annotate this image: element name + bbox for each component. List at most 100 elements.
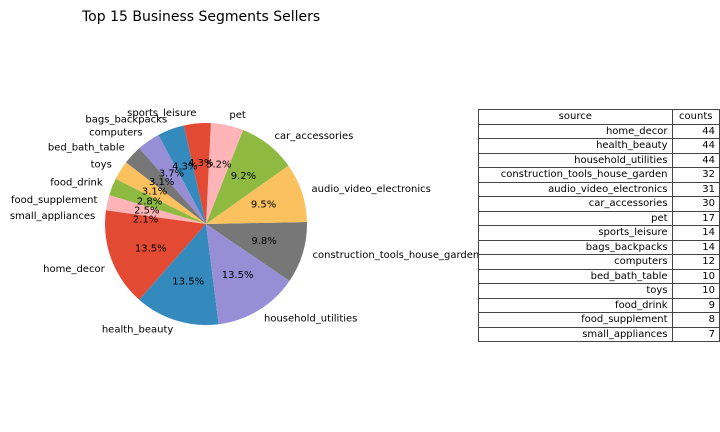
pie-percent-label: 9.5% — [251, 200, 276, 211]
pie-percent-label: 2.1% — [133, 214, 158, 225]
table-row: toys 10 — [478, 283, 720, 299]
pie-slice-construction-tools-house-garden — [206, 222, 307, 281]
table-row: sports_leisure 14 — [478, 225, 720, 241]
pie-slice-pet — [206, 123, 244, 224]
pie-category-label: food_supplement — [11, 195, 98, 206]
pie-percent-label: 13.5% — [172, 276, 204, 287]
table-cell-counts: 14 — [671, 239, 720, 255]
table-row: home_decor 44 — [478, 123, 720, 139]
pie-percent-label: 2.8% — [137, 196, 162, 207]
table-cell-counts: 31 — [671, 181, 720, 197]
pie-percent-label: 4.3% — [172, 162, 197, 173]
pie-percent-label: 4.3% — [188, 158, 213, 169]
table-cell-counts: 44 — [671, 138, 720, 154]
table-row: computers 12 — [478, 254, 720, 270]
table-cell-counts: 10 — [671, 268, 720, 284]
table-cell-source: sports_leisure — [478, 225, 673, 241]
pie-percent-label: 5.2% — [206, 159, 231, 170]
table-cell-source: food_drink — [478, 297, 673, 313]
pie-percent-label: 9.8% — [251, 236, 276, 247]
pie-slice-bed-bath-table — [125, 148, 206, 224]
pie-slice-sports-leisure — [183, 123, 211, 224]
pie-category-label: bags_backpacks — [85, 114, 167, 125]
table-cell-counts: 44 — [671, 152, 720, 168]
table-row: pet 17 — [478, 210, 720, 226]
pie-category-label: toys — [91, 160, 112, 171]
pie-slice-food-supplement — [105, 195, 206, 224]
pie-slice-food-drink — [109, 178, 206, 224]
table-cell-source: food_supplement — [478, 312, 673, 328]
pie-slice-car-accessories — [206, 130, 289, 224]
table-cell-source: pet — [478, 210, 673, 226]
table-row: food_supplement 8 — [478, 312, 720, 328]
table-cell-counts: 10 — [671, 283, 720, 299]
table-cell-source: bed_bath_table — [478, 268, 673, 284]
pie-category-label: small_appliances — [10, 211, 95, 222]
table-cell-source: toys — [478, 283, 673, 299]
table-row: household_utilities 44 — [478, 152, 720, 168]
chart-title: Top 15 Business Segments Sellers — [82, 9, 321, 25]
pie-slice-bags-backpacks — [158, 125, 206, 224]
table-cell-source: construction_tools_house_garden — [478, 167, 673, 183]
pie-category-label: audio_video_electronics — [312, 184, 431, 195]
pie-category-label: computers — [89, 127, 142, 138]
table-row: health_beauty 44 — [478, 138, 720, 154]
table-row: small_appliances 7 — [478, 326, 720, 342]
table-cell-source: computers — [478, 254, 673, 270]
pie-slice-health-beauty — [139, 224, 219, 326]
table-cell-counts: 32 — [671, 167, 720, 183]
pie-percent-labels: 13.5%13.5%13.5%9.8%9.5%9.2%5.2%4.3%4.3%3… — [133, 158, 277, 287]
table-cell-counts: 8 — [671, 312, 720, 328]
pie-category-label: car_accessories — [275, 131, 354, 142]
table-cell-source: car_accessories — [478, 196, 673, 212]
pie-percent-label: 13.5% — [222, 270, 254, 281]
table-header-source: source — [478, 109, 673, 125]
table-cell-counts: 44 — [671, 123, 720, 139]
pie-slice-toys — [115, 162, 206, 224]
table-row: audio_video_electronics 31 — [478, 181, 720, 197]
table-cell-source: audio_video_electronics — [478, 181, 673, 197]
table-cell-counts: 30 — [671, 196, 720, 212]
pie-percent-label: 9.2% — [231, 171, 256, 182]
pie-category-label: construction_tools_house_garden — [313, 250, 480, 261]
table-row: bed_bath_table 10 — [478, 268, 720, 284]
pie-slice-home-decor — [105, 224, 206, 300]
table-header-counts: counts — [671, 109, 720, 125]
pie-category-labels: home_decor health_beauty household_utiliti… — [10, 108, 479, 336]
table-cell-source: household_utilities — [478, 152, 673, 168]
pie-category-label: household_utilities — [264, 313, 357, 324]
table-row: car_accessories 30 — [478, 196, 720, 212]
data-table: source counts home_decor 44 health_beauty 4… — [478, 109, 720, 342]
pie-category-label: home_decor — [43, 264, 105, 275]
pie-category-label: health_beauty — [102, 325, 174, 336]
table-cell-counts: 12 — [671, 254, 720, 270]
table-cell-counts: 17 — [671, 210, 720, 226]
table-row: bags_backpacks 14 — [478, 239, 720, 255]
table-cell-counts: 14 — [671, 225, 720, 241]
table-cell-source: health_beauty — [478, 138, 673, 154]
pie-percent-label: 3.1% — [149, 177, 174, 188]
pie-slice-small-appliances — [105, 210, 206, 224]
pie-slice-audio-video-electronics — [206, 165, 307, 224]
pie-category-label: bed_bath_table — [48, 143, 125, 154]
pie-percent-label: 3.1% — [142, 186, 167, 197]
table-cell-source: bags_backpacks — [478, 239, 673, 255]
pie-slice-household-utilities — [206, 224, 290, 325]
pie-percent-label: 13.5% — [135, 243, 167, 254]
table-cell-counts: 9 — [671, 297, 720, 313]
pie-category-label: food_drink — [50, 178, 103, 189]
table-header-row: source counts — [478, 109, 720, 125]
table-body: home_decor 44 health_beauty 44 household_uti… — [478, 123, 720, 342]
pie-category-label: pet — [229, 110, 246, 121]
table-cell-counts: 7 — [671, 326, 720, 342]
table-cell-source: small_appliances — [478, 326, 673, 342]
pie-percent-label: 2.5% — [134, 206, 159, 217]
table-cell-source: home_decor — [478, 123, 673, 139]
pie-percent-label: 3.7% — [159, 169, 184, 180]
table-row: food_drink 9 — [478, 297, 720, 313]
table-row: construction_tools_house_garden 32 — [478, 167, 720, 183]
pie-slice-computers — [139, 134, 206, 224]
pie-slices — [105, 123, 307, 326]
pie-category-label: sports_leisure — [127, 108, 196, 119]
